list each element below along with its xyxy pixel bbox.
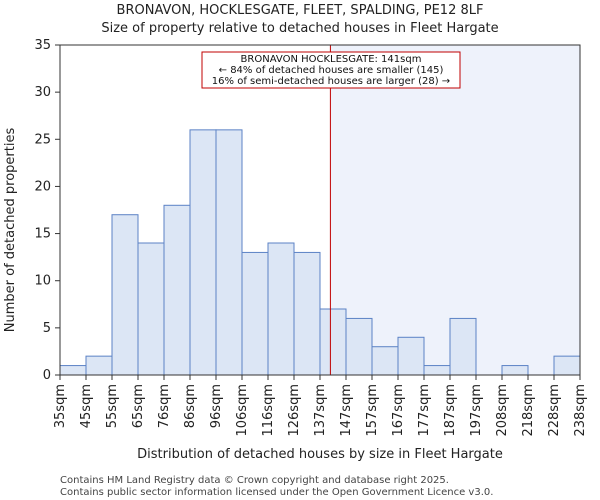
x-tick-label: 157sqm (365, 384, 380, 437)
annotation-line-3: 16% of semi-detached houses are larger (… (212, 76, 450, 87)
x-tick-label: 167sqm (391, 384, 406, 437)
x-tick-label: 147sqm (339, 384, 354, 437)
footer-line-2: Contains public sector information licen… (60, 487, 493, 498)
y-axis-label: Number of detached properties (3, 128, 18, 333)
x-axis-label: Distribution of detached houses by size … (137, 447, 503, 462)
y-tick-label: 30 (34, 85, 51, 100)
histogram-bar (111, 214, 139, 376)
histogram-bar (163, 204, 191, 376)
histogram-bar (345, 317, 373, 376)
histogram-bar (189, 129, 217, 376)
x-tick-label: 116sqm (261, 384, 276, 437)
x-tick-label: 228sqm (547, 384, 562, 437)
x-tick-label: 76sqm (157, 384, 172, 428)
histogram-bar (293, 251, 321, 376)
histogram-bar (267, 242, 295, 376)
x-tick-label: 86sqm (183, 384, 198, 428)
x-tick-label: 45sqm (79, 384, 94, 428)
histogram-bar (371, 346, 399, 376)
histogram-bar (397, 336, 425, 376)
chart-subtitle: Size of property relative to detached ho… (101, 21, 498, 36)
histogram-bar (501, 365, 529, 376)
property-annotation-box: BRONAVON HOCKLESGATE: 141sqm ← 84% of de… (201, 51, 461, 89)
y-tick-label: 0 (43, 368, 51, 383)
x-tick-label: 208sqm (495, 384, 510, 437)
x-tick-label: 177sqm (417, 384, 432, 437)
y-tick-label: 35 (34, 38, 51, 53)
histogram-bar (319, 308, 347, 376)
y-tick-label: 25 (34, 132, 51, 147)
histogram-bar (59, 365, 87, 376)
histogram-bar (449, 317, 477, 376)
histogram-bar (241, 251, 269, 376)
chart-title: BRONAVON, HOCKLESGATE, FLEET, SPALDING, … (117, 3, 484, 18)
x-tick-label: 238sqm (573, 384, 588, 437)
y-tick-label: 5 (43, 321, 51, 336)
histogram-bar (553, 355, 581, 376)
y-tick-label: 15 (34, 227, 51, 242)
annotation-line-1: BRONAVON HOCKLESGATE: 141sqm (241, 54, 422, 65)
x-tick-label: 126sqm (287, 384, 302, 437)
annotation-line-2: ← 84% of detached houses are smaller (14… (219, 65, 444, 76)
y-tick-label: 10 (34, 274, 51, 289)
x-tick-label: 65sqm (131, 384, 146, 428)
x-tick-label: 187sqm (443, 384, 458, 437)
histogram-bar (423, 365, 451, 376)
histogram-bar (85, 355, 113, 376)
x-tick-label: 106sqm (235, 384, 250, 437)
x-tick-label: 218sqm (521, 384, 536, 437)
histogram-bar (215, 129, 243, 376)
histogram-bar (137, 242, 165, 376)
x-tick-label: 96sqm (209, 384, 224, 428)
x-tick-label: 137sqm (313, 384, 328, 437)
x-tick-label: 197sqm (469, 384, 484, 437)
x-tick-label: 35sqm (53, 384, 68, 428)
footer-line-1: Contains HM Land Registry data © Crown c… (60, 475, 449, 486)
x-tick-label: 55sqm (105, 384, 120, 428)
y-tick-label: 20 (34, 179, 51, 194)
